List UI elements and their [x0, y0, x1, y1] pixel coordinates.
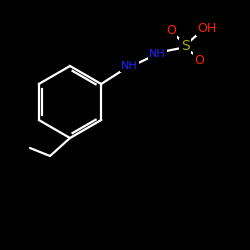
Text: NH: NH: [149, 49, 166, 59]
Text: S: S: [181, 39, 190, 53]
Text: O: O: [194, 54, 204, 66]
Text: NH: NH: [121, 61, 138, 71]
Text: O: O: [166, 24, 176, 36]
Text: OH: OH: [198, 22, 217, 35]
